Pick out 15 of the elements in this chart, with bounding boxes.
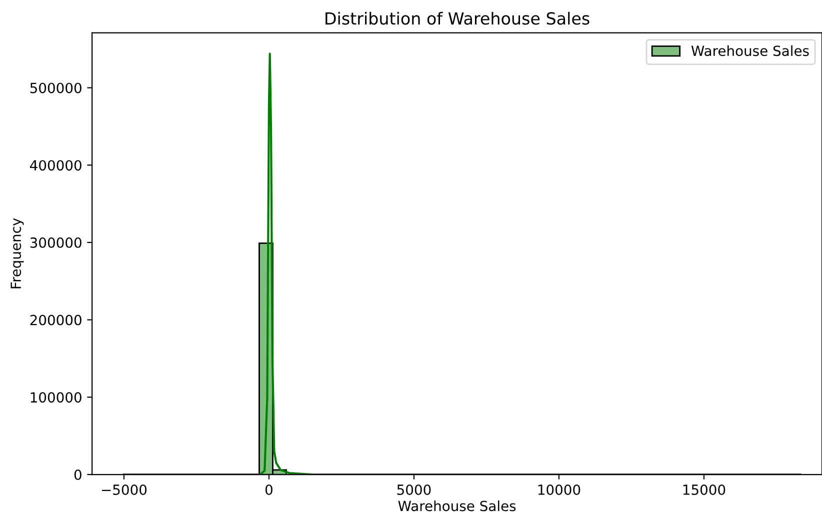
x-tick-label: 0 (265, 484, 272, 495)
x-tick-label: 5000 (397, 484, 431, 495)
y-tick-label: 200000 (30, 314, 82, 326)
y-axis-title: Frequency (10, 218, 24, 288)
y-tick-label: 0 (74, 469, 82, 480)
x-tick-label: 10000 (538, 484, 580, 495)
y-tick-label: 500000 (30, 82, 82, 94)
legend-label: Warehouse Sales (691, 45, 809, 56)
chart-title: Distribution of Warehouse Sales (326, 12, 590, 25)
y-tick-label: 300000 (30, 237, 82, 248)
y-tick-label: 400000 (30, 160, 82, 171)
x-axis-title: Warehouse Sales (398, 500, 516, 512)
y-tick-label: 100000 (30, 392, 82, 403)
x-tick-label: −5000 (102, 484, 147, 495)
x-tick-label: 15000 (683, 484, 726, 495)
